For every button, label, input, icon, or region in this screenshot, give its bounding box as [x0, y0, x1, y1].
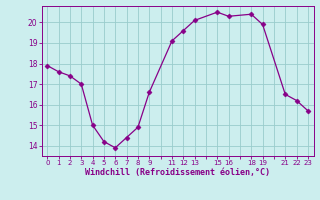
X-axis label: Windchill (Refroidissement éolien,°C): Windchill (Refroidissement éolien,°C) [85, 168, 270, 177]
